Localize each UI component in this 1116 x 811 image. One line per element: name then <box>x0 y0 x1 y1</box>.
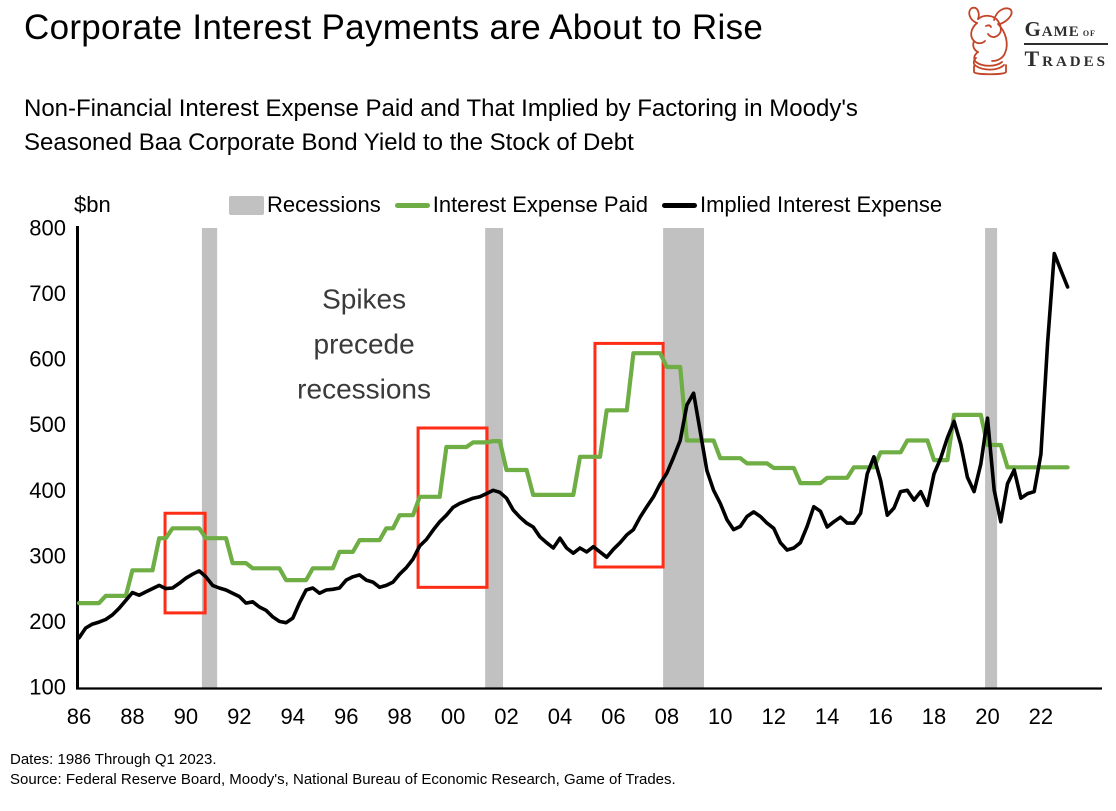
y-tick-label: 100 <box>29 675 66 700</box>
chart-footnotes: Dates: 1986 Through Q1 2023. Source: Fed… <box>10 750 676 790</box>
x-tick-label: 90 <box>174 704 198 729</box>
y-tick-label: 300 <box>29 543 66 568</box>
bull-chess-piece-icon <box>964 6 1016 83</box>
legend-label: Implied Interest Expense <box>699 192 943 217</box>
y-axis-unit-label: $bn <box>74 192 111 217</box>
subtitle-line-1: Non-Financial Interest Expense Paid and … <box>24 95 858 122</box>
y-tick-label: 700 <box>29 281 66 306</box>
x-tick-label: 22 <box>1029 704 1053 729</box>
x-tick-label: 92 <box>227 704 251 729</box>
x-tick-label: 14 <box>815 704 839 729</box>
y-tick-label: 800 <box>29 216 66 241</box>
brand-logo: Game of Trades <box>964 6 1108 83</box>
spike-highlight-box <box>416 426 489 589</box>
x-tick-label: 20 <box>975 704 999 729</box>
recession-band <box>663 228 704 689</box>
logo-wordmark-bottom: Trades <box>1024 46 1108 71</box>
y-tick-label: 500 <box>29 412 66 437</box>
x-tick-label: 08 <box>655 704 679 729</box>
green-line-swatch <box>394 202 430 208</box>
legend-label: Recessions <box>267 192 381 217</box>
chart-legend: Recessions Interest Expense Paid Implied… <box>229 192 942 218</box>
annotation-text: Spikes <box>322 284 406 315</box>
logo-word-game: Game <box>1024 17 1080 41</box>
x-tick-label: 88 <box>120 704 144 729</box>
x-tick-label: 12 <box>761 704 785 729</box>
x-tick-label: 86 <box>67 704 91 729</box>
spike-highlight-box <box>163 511 207 615</box>
x-tick-label: 06 <box>601 704 625 729</box>
y-tick-label: 400 <box>29 478 66 503</box>
legend-item-implied-interest-expense: Implied Interest Expense <box>661 192 943 218</box>
x-tick-label: 18 <box>922 704 946 729</box>
recession-swatch <box>229 195 264 215</box>
legend-item-recessions: Recessions <box>229 192 381 218</box>
black-line-swatch <box>661 202 697 208</box>
x-tick-label: 94 <box>281 704 305 729</box>
page-title: Corporate Interest Payments are About to… <box>24 8 764 47</box>
y-tick-label: 200 <box>29 609 66 634</box>
interest-expense-paid-line <box>76 351 1070 606</box>
x-tick-label: 02 <box>494 704 518 729</box>
chart-subtitle: Non-Financial Interest Expense Paid and … <box>24 92 858 160</box>
x-tick-label: 96 <box>334 704 358 729</box>
legend-item-interest-expense-paid: Interest Expense Paid <box>394 192 648 218</box>
x-tick-label: 98 <box>387 704 411 729</box>
subtitle-line-2: Seasoned Baa Corporate Bond Yield to the… <box>24 129 634 156</box>
x-tick-label: 16 <box>868 704 892 729</box>
logo-wordmark-top: Game of <box>1024 19 1108 45</box>
x-tick-label: 10 <box>708 704 732 729</box>
recession-band <box>485 228 504 689</box>
footnote-dates: Dates: 1986 Through Q1 2023. <box>10 751 217 768</box>
recession-band <box>201 228 218 689</box>
annotation-text: recessions <box>297 374 431 405</box>
x-tick-label: 00 <box>441 704 465 729</box>
implied-interest-expense-line <box>77 251 1070 640</box>
logo-word-of: of <box>1082 25 1096 39</box>
annotation-text: precede <box>314 329 415 360</box>
footnote-source: Source: Federal Reserve Board, Moody's, … <box>10 771 676 788</box>
legend-label: Interest Expense Paid <box>432 192 648 217</box>
y-tick-label: 600 <box>29 347 66 372</box>
x-tick-label: 04 <box>548 704 572 729</box>
